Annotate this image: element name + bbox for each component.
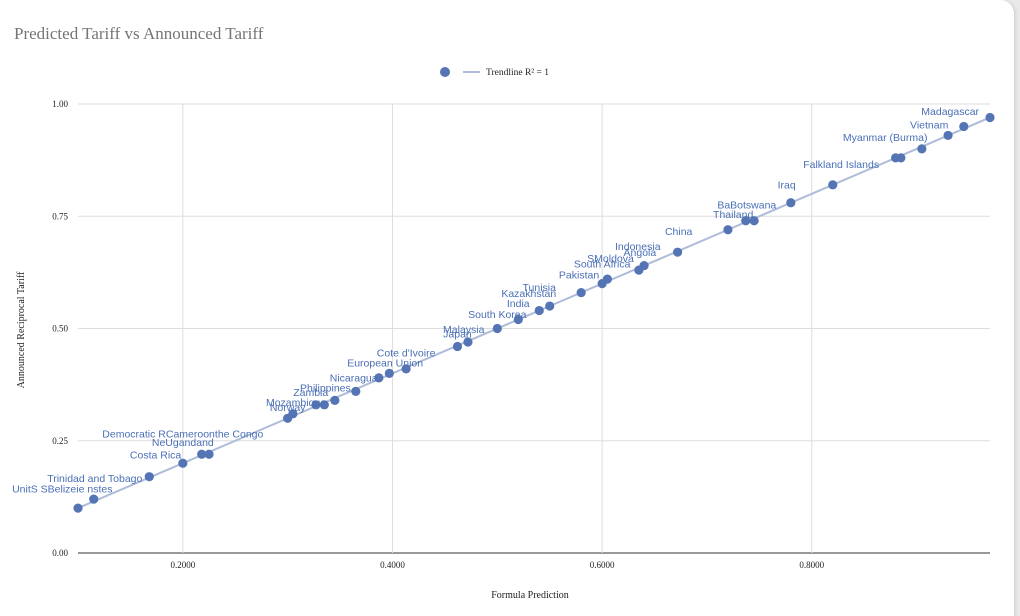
data-point: [917, 144, 927, 154]
legend-trendline-label: Trendline R² = 1: [486, 68, 549, 78]
data-point: [144, 472, 154, 482]
data-point: [943, 130, 953, 141]
y-tick-label: 0.50: [52, 324, 68, 334]
point-label: India: [507, 298, 530, 310]
data-point: [311, 400, 321, 410]
point-label: European Union: [347, 358, 423, 370]
data-point: [197, 449, 207, 459]
trendline: [77, 116, 991, 510]
chart-title: Predicted Tariff vs Announced Tariff: [14, 24, 264, 43]
data-point: [288, 409, 298, 419]
data-point: [534, 305, 544, 316]
data-point: [673, 247, 683, 257]
data-point: [959, 121, 969, 132]
point-label: Tunisia: [523, 282, 557, 294]
data-point: [786, 198, 796, 208]
data-point: [374, 373, 384, 383]
point-label: Falkland Islands: [803, 159, 879, 171]
point-label: Zambia: [293, 387, 328, 399]
data-point: [828, 180, 838, 190]
data-point: [985, 112, 995, 123]
point-label: Angola: [624, 247, 657, 259]
data-point: [513, 314, 523, 325]
data-points: [73, 112, 995, 513]
data-point: [384, 368, 394, 378]
data-point: [204, 449, 214, 459]
point-label: Kazakhstan: [501, 288, 556, 300]
data-point: [492, 323, 502, 334]
x-tick-label: 0.8000: [799, 560, 824, 570]
point-label: Cote d'Ivoire: [377, 347, 436, 359]
data-point: [330, 395, 340, 405]
point-label: Trinidad and Tobago: [47, 473, 142, 485]
data-point: [463, 337, 473, 347]
point-label: Democratic RCameroonthe Congo: [102, 429, 263, 441]
point-label: South Korea: [468, 309, 527, 321]
data-point: [723, 225, 733, 235]
data-point: [602, 274, 612, 284]
y-tick-label: 0.25: [52, 436, 68, 446]
point-label: Vietnam: [910, 120, 949, 132]
data-point: [545, 301, 555, 311]
data-point: [452, 341, 463, 352]
point-label: NeUgandand: [152, 437, 214, 449]
data-point: [749, 216, 759, 226]
x-tick-label: 0.6000: [590, 560, 615, 570]
data-point: [351, 386, 361, 396]
data-point: [896, 153, 906, 163]
data-point: [319, 400, 329, 410]
y-tick-label: 0.75: [52, 211, 68, 221]
x-axis-title: Formula Prediction: [491, 590, 569, 601]
point-label: Japan: [443, 328, 472, 340]
point-label: Pakistan: [559, 270, 599, 282]
legend: Trendline R² = 1: [440, 67, 549, 78]
point-label: SMoldova: [587, 253, 634, 265]
data-point: [89, 494, 99, 504]
point-label: Mozambique: [266, 397, 326, 409]
point-label: Myanmar (Burma): [843, 132, 928, 144]
grid-lines: [78, 103, 990, 554]
point-label: Iraq: [778, 179, 796, 191]
point-label: Philippines: [300, 382, 351, 394]
point-label: South Africa: [574, 258, 631, 270]
y-axis-title: Announced Reciprocal Tariff: [16, 271, 27, 388]
data-point: [741, 216, 751, 226]
y-tick-label: 0.00: [52, 548, 68, 558]
point-label: BaBotswana: [717, 200, 776, 212]
x-tick-label: 0.4000: [380, 560, 405, 570]
y-tick-label: 1.00: [52, 99, 68, 109]
legend-point-marker: [440, 67, 450, 77]
point-label: Madagascar: [921, 106, 979, 118]
point-label: Costa Rica: [130, 450, 182, 462]
data-point: [178, 458, 188, 468]
data-point: [639, 261, 649, 271]
point-label: Thailand: [713, 209, 753, 221]
point-label: Indonesia: [615, 241, 661, 253]
data-point: [401, 364, 411, 374]
axis-ticks: 0.00 0.25 0.50 0.75 1.00 0.2000 0.4000 0.6000 0.…: [52, 99, 824, 570]
x-tick-label: 0.2000: [170, 560, 195, 570]
point-label: UnitS SBelizeie nstes: [12, 483, 112, 495]
point-label: Norway: [270, 402, 306, 414]
point-label: Malaysia: [443, 324, 485, 336]
point-label: Nicaragua: [330, 372, 378, 384]
point-label: China: [665, 226, 693, 238]
data-point: [576, 287, 586, 298]
data-point: [73, 503, 83, 513]
